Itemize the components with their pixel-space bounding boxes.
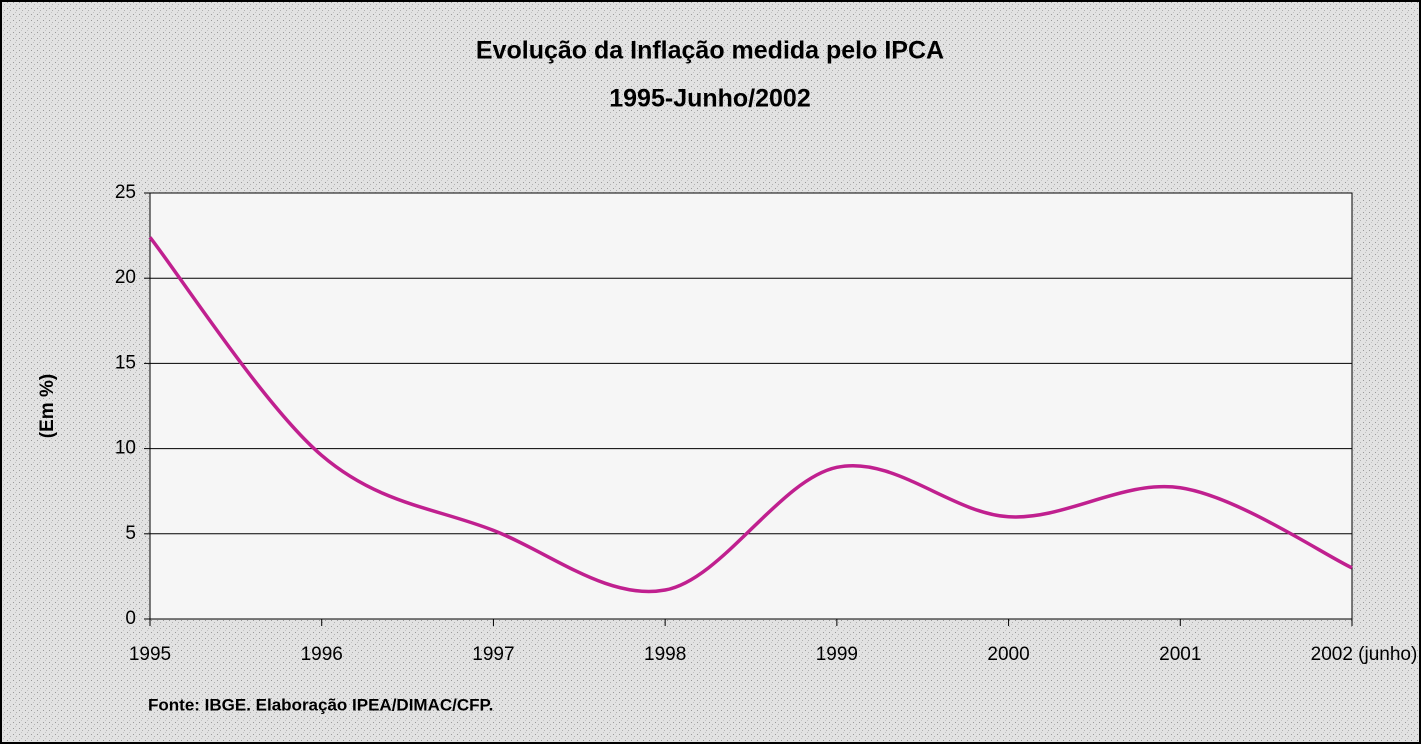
y-tick-label: 15 — [115, 352, 136, 373]
y-axis-label: (Em %) — [37, 374, 58, 438]
x-tick-label: 2000 — [987, 644, 1029, 665]
chart-subtitle: 1995-Junho/2002 — [609, 85, 811, 113]
x-tick-label: 2001 — [1159, 644, 1201, 665]
source-note: Fonte: IBGE. Elaboração IPEA/DIMAC/CFP. — [148, 695, 493, 714]
y-tick-label: 10 — [115, 438, 136, 459]
line-series — [148, 236, 1353, 594]
x-tick-label: 1997 — [472, 644, 514, 665]
y-tick-label: 5 — [125, 523, 136, 544]
y-tick-label: 0 — [125, 608, 136, 629]
chart-title: Evolução da Inflação medida pelo IPCA — [476, 37, 944, 65]
x-tick-label: 2002 (junho) — [1311, 644, 1418, 665]
y-tick-label: 20 — [115, 267, 136, 288]
plot-area — [149, 192, 1353, 620]
x-tick-label: 1996 — [301, 644, 343, 665]
y-tick-label: 25 — [115, 182, 136, 203]
x-tick-label: 1999 — [816, 644, 858, 665]
x-tick-label: 1995 — [129, 644, 171, 665]
x-tick-label: 1998 — [644, 644, 686, 665]
